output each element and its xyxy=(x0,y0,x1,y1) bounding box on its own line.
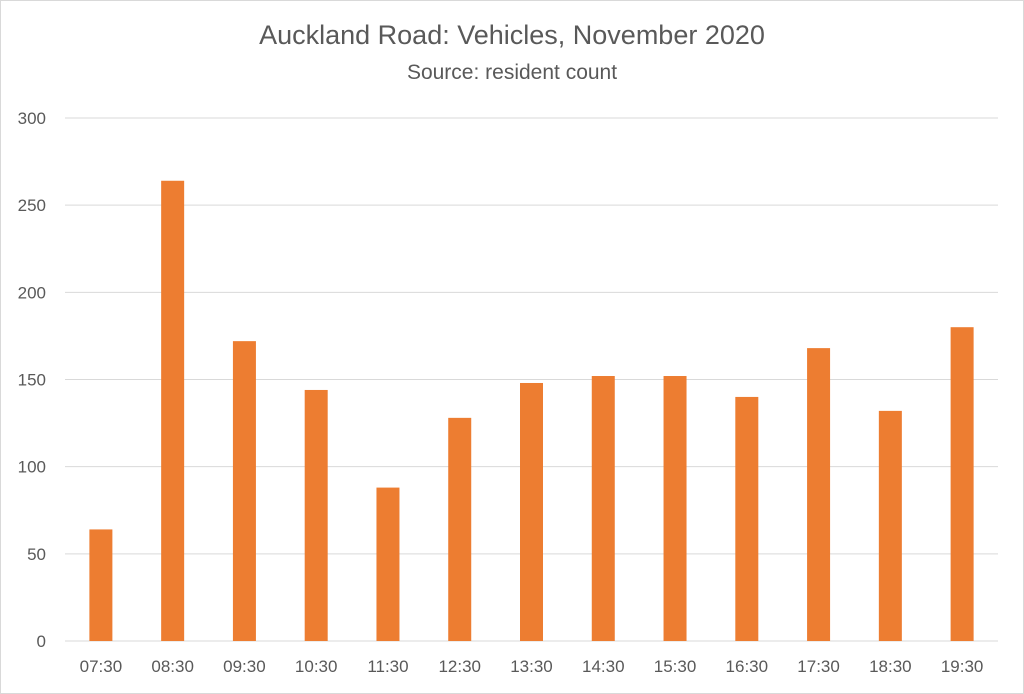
bar-1830 xyxy=(878,410,902,641)
bar-1330 xyxy=(520,382,543,641)
x-axis-ticks: 07:30 08:30 09:30 10:30 11:30 12:30 13:30 14:30… xyxy=(80,657,984,676)
bar-1630 xyxy=(735,396,759,641)
y-tick-label: 200 xyxy=(18,283,46,302)
y-tick-label: 100 xyxy=(18,458,46,477)
bar-1130 xyxy=(376,487,400,641)
chart-title: Auckland Road: Vehicles, November 2020 xyxy=(259,20,765,50)
bar-1730 xyxy=(807,348,831,641)
bar-1430 xyxy=(591,376,615,641)
y-tick-label: 250 xyxy=(18,196,46,215)
y-tick-label: 50 xyxy=(27,545,46,564)
x-tick-label: 16:30 xyxy=(726,657,769,676)
chart-subtitle: Source: resident count xyxy=(406,61,618,84)
y-tick-label: 300 xyxy=(18,109,46,128)
bar-0830 xyxy=(161,180,185,641)
bars xyxy=(89,180,974,641)
x-tick-label: 13:30 xyxy=(510,657,553,676)
y-tick-label: 150 xyxy=(18,371,46,390)
x-tick-label: 18:30 xyxy=(869,657,912,676)
bar-1230 xyxy=(448,417,472,641)
x-tick-label: 15:30 xyxy=(654,657,697,676)
x-tick-label: 19:30 xyxy=(941,657,984,676)
y-axis-ticks: 0 50 100 150 200 250 300 xyxy=(18,109,46,651)
x-tick-label: 14:30 xyxy=(582,657,625,676)
bar-0930 xyxy=(232,341,256,641)
bar-1530 xyxy=(663,376,687,641)
x-tick-label: 11:30 xyxy=(367,657,408,676)
bar-1930 xyxy=(950,327,974,641)
bar-0730 xyxy=(89,529,113,641)
x-tick-label: 08:30 xyxy=(151,657,194,676)
x-tick-label: 12:30 xyxy=(438,657,481,676)
gridlines xyxy=(65,117,998,642)
y-tick-label: 0 xyxy=(37,632,46,651)
bar-1030 xyxy=(304,389,328,641)
x-tick-label: 17:30 xyxy=(797,657,840,676)
x-tick-label: 09:30 xyxy=(223,657,266,676)
x-tick-label: 10:30 xyxy=(295,657,338,676)
x-tick-label: 07:30 xyxy=(80,657,123,676)
